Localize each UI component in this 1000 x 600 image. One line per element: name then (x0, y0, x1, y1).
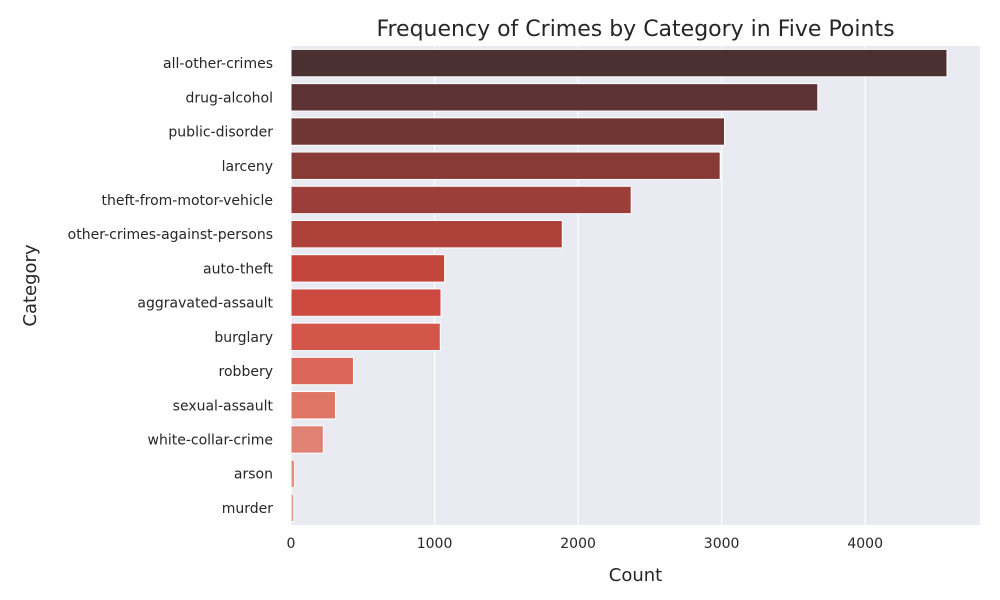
chart-title: Frequency of Crimes by Category in Five … (376, 17, 894, 42)
y-tick-label: all-other-crimes (163, 56, 273, 72)
y-axis-label: Category (20, 244, 41, 327)
x-axis-label: Count (609, 565, 662, 586)
y-tick-label: robbery (219, 364, 273, 380)
y-tick-labels: all-other-crimes drug-alcohol public-disor… (68, 56, 274, 517)
bar-auto-theft (290, 254, 446, 283)
y-tick-label: other-crimes-against-persons (68, 227, 273, 243)
y-tick-label: drug-alcohol (185, 90, 273, 106)
y-tick-label: burglary (214, 330, 273, 346)
y-tick-label: arson (234, 467, 273, 483)
bar-drug-alcohol (290, 83, 819, 112)
y-tick-label: white-collar-crime (148, 432, 274, 448)
bar-theft-from-motor-vehicle (290, 185, 632, 215)
bar-public-disorder (290, 117, 725, 146)
bar-white-collar-crime (290, 425, 324, 454)
x-tick-label: 3000 (704, 536, 740, 552)
y-tick-label: theft-from-motor-vehicle (102, 193, 274, 209)
x-tick-label: 1000 (417, 536, 453, 552)
x-tick-label: 4000 (847, 536, 883, 552)
y-tick-label: larceny (222, 159, 273, 175)
y-tick-label: aggravated-assault (137, 296, 273, 312)
bar-robbery (290, 356, 354, 386)
bar-larceny (290, 151, 721, 180)
bar-all-other-crimes (290, 48, 948, 78)
bar-arson (290, 459, 296, 488)
y-tick-label: public-disorder (168, 125, 273, 141)
x-tick-label: 0 (287, 536, 296, 552)
bar-other-crimes-against-persons (290, 219, 563, 249)
bar-sexual-assault (290, 391, 336, 420)
bar-burglary (290, 322, 441, 352)
y-tick-label: auto-theft (203, 261, 273, 277)
bar-aggravated-assault (290, 288, 442, 317)
x-tick-label: 2000 (560, 536, 596, 552)
bar-murder (290, 493, 295, 523)
bars (290, 48, 948, 523)
x-tick-labels: 0 1000 2000 3000 4000 (287, 536, 883, 552)
y-tick-label: murder (222, 501, 274, 517)
y-tick-label: sexual-assault (173, 398, 274, 414)
